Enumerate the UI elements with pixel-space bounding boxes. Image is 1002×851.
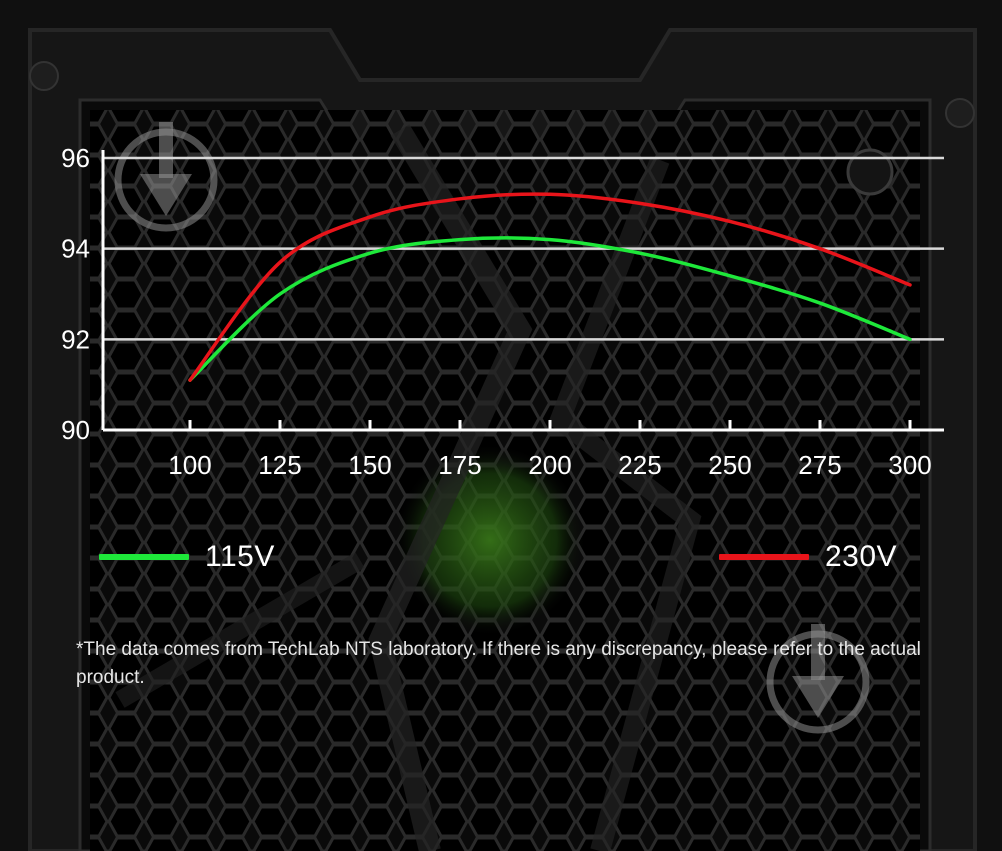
x-tick-label-275: 275 [798, 450, 841, 480]
legend-label-115v: 115V [205, 540, 275, 573]
series-line-115v [188, 236, 912, 382]
tick-labels: 90 92 94 96 100 125 150 175 200 225 250 275 300 [61, 143, 932, 480]
y-tick-label-90: 90 [61, 415, 90, 445]
data-source-footnote: *The data comes from TechLab NTS laborat… [76, 639, 921, 688]
y-tick-label-92: 92 [61, 324, 90, 354]
legend-swatch-115v [99, 554, 189, 560]
legend-swatch-230v [719, 554, 809, 560]
x-tick-label-300: 300 [888, 450, 931, 480]
x-tick-label-175: 175 [438, 450, 481, 480]
y-tick-label-96: 96 [61, 143, 90, 173]
y-tick-label-94: 94 [61, 234, 90, 264]
legend-label-230v: 230V [825, 540, 898, 573]
series-line-230v [188, 192, 912, 382]
download-arrow-icon [114, 122, 218, 232]
x-tick-label-125: 125 [258, 450, 301, 480]
x-tick-label-250: 250 [708, 450, 751, 480]
x-tick-label-200: 200 [528, 450, 571, 480]
x-tick-label-150: 150 [348, 450, 391, 480]
axes [101, 150, 944, 432]
legend-item-115v: 115V [99, 540, 275, 574]
x-tick-label-225: 225 [618, 450, 661, 480]
series-lines [188, 192, 912, 382]
x-tick-label-100: 100 [168, 450, 211, 480]
download-arrow-icon [766, 624, 870, 734]
legend-item-230v: 230V [719, 540, 897, 574]
gridlines [103, 156, 944, 341]
